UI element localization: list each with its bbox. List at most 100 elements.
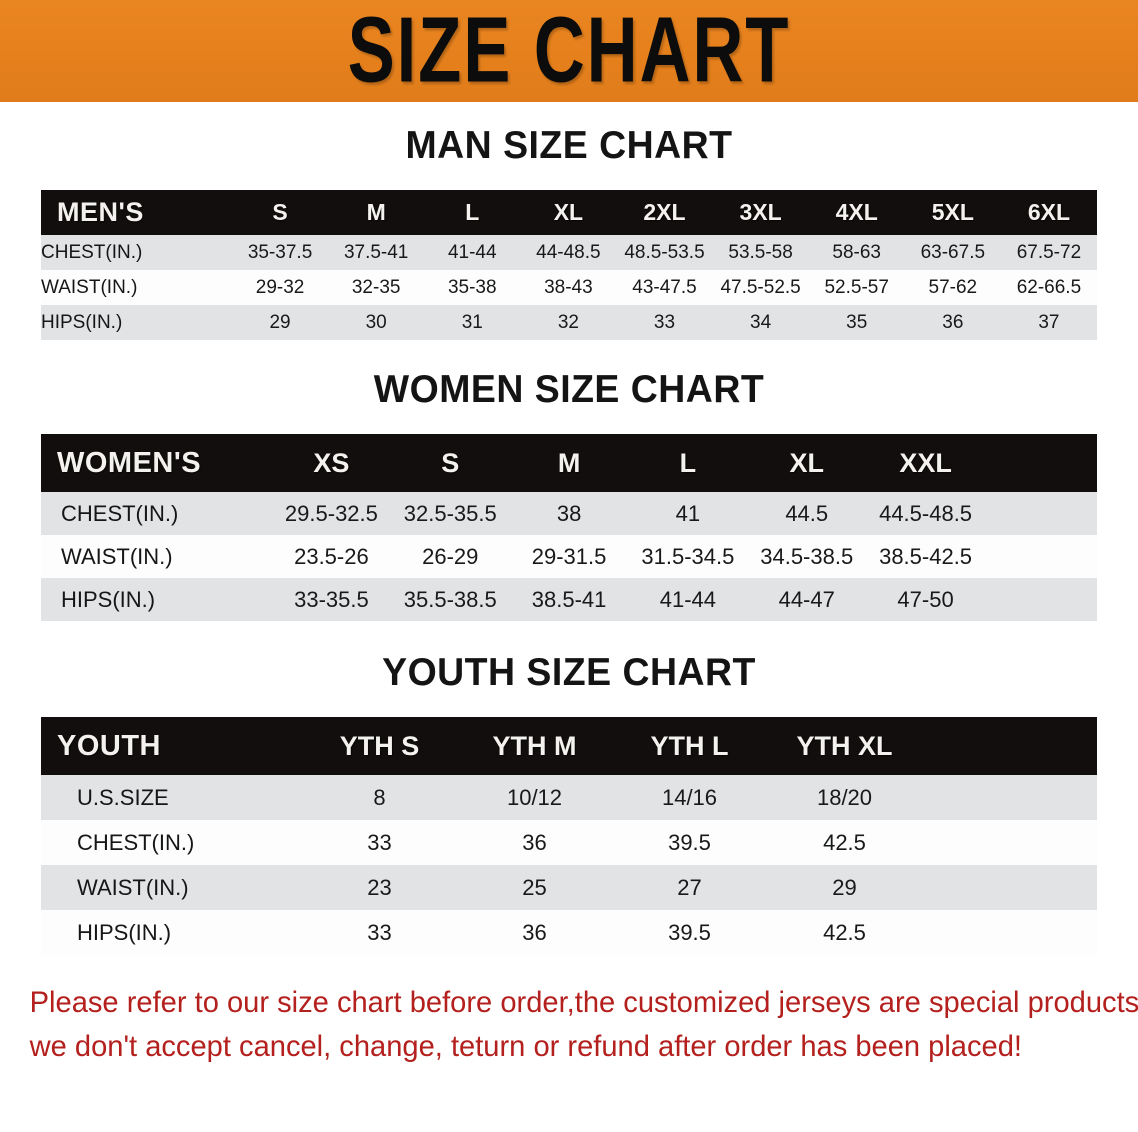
women-col-header-s: S [441, 447, 460, 478]
man-col-header-xl: XL [553, 199, 584, 225]
youth-waist-ythS: 23 [302, 865, 457, 910]
women-row-header-label: WOMEN'S [57, 446, 202, 479]
man-col-header-4xl: 4XL [835, 199, 878, 225]
women-waist-m: 29-31.5 [509, 535, 629, 578]
youth-waist-spacer [922, 865, 1097, 910]
man-col-header-6xl: 6XL [1027, 199, 1071, 225]
man-size-table: MEN'S S M L XL 2XL 3XL 4XL 5XL 6XL CHEST… [41, 190, 1097, 340]
man-header-row: MEN'S S M L XL 2XL 3XL 4XL 5XL 6XL [41, 190, 1097, 235]
man-chest-6xl: 67.5-72 [1000, 235, 1097, 270]
women-hips-xxl: 47-50 [866, 578, 985, 621]
man-row-label-hips: HIPS(IN.) [41, 305, 232, 340]
man-waist-2xl: 43-47.5 [616, 270, 713, 305]
youth-section-title: YOUTH SIZE CHART [382, 651, 756, 694]
man-chest-m: 37.5-41 [328, 235, 425, 270]
women-table-body: CHEST(IN.) 29.5-32.5 32.5-35.5 38 41 44.… [41, 492, 1097, 621]
man-row-header-label: MEN'S [57, 197, 144, 227]
youth-col-header-ythXL: YTH XL [796, 730, 893, 761]
youth-size-table: YOUTH YTH S YTH M YTH L YTH XL U.S.SIZE … [41, 717, 1097, 955]
youth-hips-ythXL: 42.5 [767, 910, 922, 955]
youth-chest-ythXL: 42.5 [767, 820, 922, 865]
man-chest-2xl: 48.5-53.5 [616, 235, 713, 270]
youth-hips-spacer [922, 910, 1097, 955]
man-chest-3xl: 53.5-58 [712, 235, 809, 270]
youth-ussize-ythS: 8 [302, 775, 457, 820]
women-row-label-hips: HIPS(IN.) [41, 578, 272, 621]
women-hips-m: 38.5-41 [509, 578, 629, 621]
man-col-header-s: S [272, 199, 288, 225]
women-waist-l: 31.5-34.5 [628, 535, 748, 578]
women-col-header-xl: XL [789, 447, 824, 478]
women-hips-xs: 33-35.5 [272, 578, 391, 621]
man-hips-3xl: 34 [712, 305, 809, 340]
table-row: WAIST(IN.) 23.5-26 26-29 29-31.5 31.5-34… [41, 535, 1097, 578]
women-header-row: WOMEN'S XS S M L XL XXL [41, 434, 1097, 492]
women-waist-xxl: 38.5-42.5 [866, 535, 985, 578]
man-waist-l: 35-38 [424, 270, 521, 305]
youth-hips-ythM: 36 [457, 910, 612, 955]
man-table-body: CHEST(IN.) 35-37.5 37.5-41 41-44 44-48.5… [41, 235, 1097, 340]
youth-table-body: U.S.SIZE 8 10/12 14/16 18/20 CHEST(IN.) … [41, 775, 1097, 955]
women-chest-l: 41 [628, 492, 748, 535]
youth-hips-ythS: 33 [302, 910, 457, 955]
man-col-header-5xl: 5XL [931, 199, 974, 225]
youth-row-label-us-size: U.S.SIZE [41, 775, 302, 820]
table-row: WAIST(IN.) 29-32 32-35 35-38 38-43 43-47… [41, 270, 1097, 305]
women-waist-xl: 34.5-38.5 [747, 535, 867, 578]
man-col-header-3xl: 3XL [739, 199, 782, 225]
women-chest-s: 32.5-35.5 [390, 492, 510, 535]
man-row-label-chest: CHEST(IN.) [41, 235, 232, 270]
man-hips-4xl: 35 [808, 305, 905, 340]
man-row-label-waist: WAIST(IN.) [41, 270, 232, 305]
youth-col-header-spacer [922, 717, 1097, 775]
table-row: CHEST(IN.) 33 36 39.5 42.5 [41, 820, 1097, 865]
return-policy-note: Please refer to our size chart before or… [18, 981, 1138, 1069]
man-hips-xl: 32 [520, 305, 617, 340]
women-hips-xl: 44-47 [747, 578, 867, 621]
youth-chest-ythL: 39.5 [612, 820, 767, 865]
women-col-header-m: M [557, 447, 581, 478]
table-row: CHEST(IN.) 29.5-32.5 32.5-35.5 38 41 44.… [41, 492, 1097, 535]
youth-ussize-spacer [922, 775, 1097, 820]
women-chest-xxl: 44.5-48.5 [866, 492, 985, 535]
man-col-header-2xl: 2XL [643, 199, 686, 225]
youth-size-table-wrapper: YOUTH YTH S YTH M YTH L YTH XL U.S.SIZE … [41, 717, 1097, 955]
man-waist-s: 29-32 [232, 270, 329, 305]
youth-row-label-chest: CHEST(IN.) [41, 820, 302, 865]
women-col-header-xxl: XXL [899, 447, 952, 478]
man-waist-4xl: 52.5-57 [808, 270, 905, 305]
youth-col-header-ythS: YTH S [339, 730, 420, 761]
youth-ussize-ythL: 14/16 [612, 775, 767, 820]
youth-header-row: YOUTH YTH S YTH M YTH L YTH XL [41, 717, 1097, 775]
man-waist-5xl: 57-62 [904, 270, 1001, 305]
women-row-label-chest: CHEST(IN.) [41, 492, 272, 535]
man-chest-l: 41-44 [424, 235, 521, 270]
table-row: U.S.SIZE 8 10/12 14/16 18/20 [41, 775, 1097, 820]
youth-ussize-ythM: 10/12 [457, 775, 612, 820]
man-col-header-m: M [366, 199, 386, 225]
youth-chest-ythS: 33 [302, 820, 457, 865]
man-waist-xl: 38-43 [520, 270, 617, 305]
youth-col-header-ythM: YTH M [492, 730, 577, 761]
man-hips-l: 31 [424, 305, 521, 340]
youth-waist-ythM: 25 [457, 865, 612, 910]
women-section-title: WOMEN SIZE CHART [373, 368, 765, 411]
man-waist-3xl: 47.5-52.5 [712, 270, 809, 305]
table-row: CHEST(IN.) 35-37.5 37.5-41 41-44 44-48.5… [41, 235, 1097, 270]
man-hips-m: 30 [328, 305, 425, 340]
youth-waist-ythL: 27 [612, 865, 767, 910]
women-chest-spacer [985, 492, 1097, 535]
man-chest-4xl: 58-63 [808, 235, 905, 270]
youth-chest-spacer [922, 820, 1097, 865]
women-waist-spacer [985, 535, 1097, 578]
women-chest-xs: 29.5-32.5 [272, 492, 391, 535]
table-row: WAIST(IN.) 23 25 27 29 [41, 865, 1097, 910]
return-policy-note-line-2: we don't accept cancel, change, teturn o… [29, 1030, 1022, 1064]
return-policy-note-line-1: Please refer to our size chart before or… [29, 986, 1138, 1019]
youth-row-label-waist: WAIST(IN.) [41, 865, 302, 910]
women-hips-s: 35.5-38.5 [390, 578, 510, 621]
man-chest-s: 35-37.5 [232, 235, 329, 270]
women-chest-m: 38 [509, 492, 629, 535]
youth-row-header-label: YOUTH [57, 729, 161, 762]
table-row: HIPS(IN.) 33-35.5 35.5-38.5 38.5-41 41-4… [41, 578, 1097, 621]
